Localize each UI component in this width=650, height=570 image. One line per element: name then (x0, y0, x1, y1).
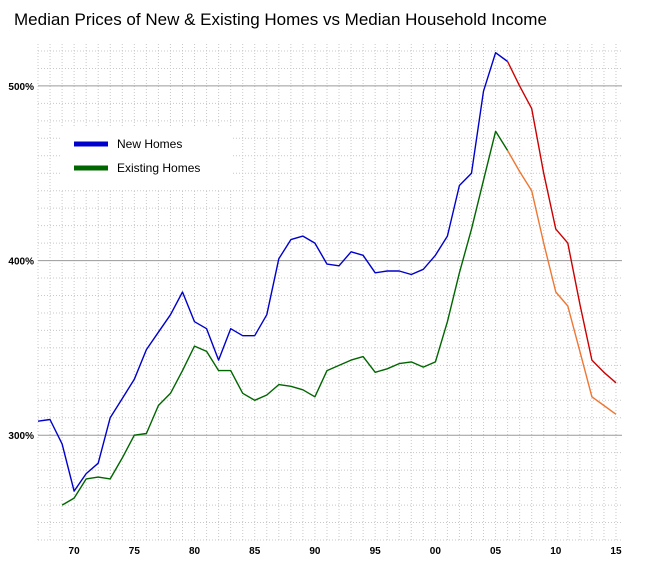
legend: New Homes Existing Homes (60, 127, 232, 189)
x-tick-label: 85 (249, 546, 261, 557)
y-tick-label: 300% (8, 431, 34, 442)
x-tick-label: 15 (610, 546, 622, 557)
series-line-existing-homes-recent (506, 150, 617, 415)
legend-label-new-homes: New Homes (117, 137, 182, 151)
x-tick-label: 80 (189, 546, 201, 557)
series-line-new-homes-recent (506, 61, 617, 384)
series-line-new-homes (37, 52, 509, 492)
x-tick-label: 70 (69, 546, 81, 557)
x-axis-ticks: 70 75 80 85 90 95 00 05 10 15 (69, 546, 622, 557)
y-tick-label: 500% (8, 82, 34, 93)
series-lines (37, 52, 617, 506)
x-tick-label: 05 (490, 546, 502, 557)
x-tick-label: 90 (309, 546, 321, 557)
y-axis-ticks: 300% 400% 500% (8, 82, 34, 442)
x-tick-label: 75 (129, 546, 141, 557)
minor-gridlines (37, 44, 622, 541)
y-tick-label: 400% (8, 257, 34, 268)
legend-box (60, 127, 232, 189)
x-tick-label: 95 (370, 546, 382, 557)
series-line-existing-homes (61, 130, 509, 506)
x-tick-label: 00 (430, 546, 442, 557)
legend-label-existing-homes: Existing Homes (117, 161, 200, 175)
x-tick-label: 10 (550, 546, 562, 557)
chart-title: Median Prices of New & Existing Homes vs… (14, 10, 547, 29)
